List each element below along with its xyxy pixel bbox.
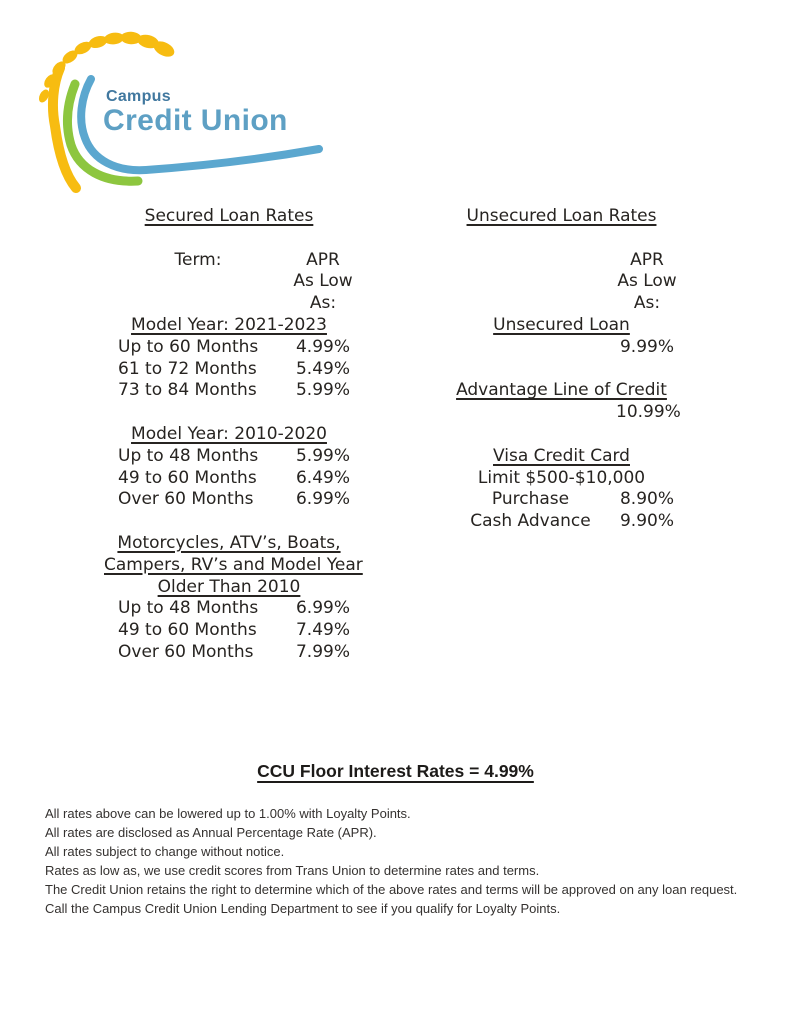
section-heading: Motorcycles, ATV’s, Boats,	[117, 532, 341, 553]
apr-value: 8.90%	[619, 489, 674, 510]
footnote-line: The Credit Union retains the right to de…	[45, 882, 738, 897]
unsecured-title: Unsecured Loan Rates	[466, 206, 657, 226]
rate-row: 73 to 84 Months 5.99%	[104, 380, 354, 402]
footnote-line: Rates as low as, we use credit scores fr…	[45, 863, 540, 878]
wheat-grains-icon	[38, 31, 175, 103]
brand-name-campus: Campus	[106, 88, 171, 105]
rate-row: Up to 60 Months 4.99%	[104, 337, 354, 359]
apr-value: 6.49%	[295, 467, 350, 488]
footnote-line: Call the Campus Credit Union Lending Dep…	[45, 901, 561, 916]
apr-column-header: As Low	[293, 271, 353, 292]
rate-row: 9.99%	[445, 337, 678, 359]
term-label: Purchase	[491, 489, 570, 510]
footnote-line: All rates are disclosed as Annual Percen…	[45, 825, 377, 840]
rate-row: Cash Advance 9.90%	[445, 511, 678, 533]
term-label: Over 60 Months	[118, 489, 254, 510]
brand-name-credit-union: Credit Union	[103, 104, 288, 137]
apr-value: 7.49%	[295, 620, 350, 641]
apr-value: 9.99%	[619, 336, 674, 357]
apr-value: 5.99%	[295, 380, 350, 401]
term-label: Up to 60 Months	[118, 336, 259, 357]
apr-value: 10.99%	[616, 402, 681, 423]
apr-column-header: As:	[309, 293, 337, 314]
term-label: Cash Advance	[470, 511, 591, 532]
apr-value: 5.99%	[295, 445, 350, 466]
apr-value: 5.49%	[295, 358, 350, 379]
apr-column-header: APR	[630, 249, 664, 270]
secured-title: Secured Loan Rates	[144, 206, 314, 226]
term-label: 73 to 84 Months	[118, 380, 257, 401]
footnote-line: All rates above can be lowered up to 1.0…	[45, 806, 411, 821]
green-swoosh-arc	[63, 79, 143, 186]
visa-limit: Limit $500-$10,000	[477, 467, 646, 488]
section-heading: Older Than 2010	[157, 576, 301, 597]
rate-row: 49 to 60 Months 7.49%	[104, 620, 354, 642]
unsecured-loan-rates-column: Unsecured Loan Rates APR As Low As: Unse…	[445, 206, 681, 533]
apr-value: 6.99%	[295, 598, 350, 619]
term-label: 61 to 72 Months	[118, 358, 257, 379]
footnote-line: All rates subject to change without noti…	[45, 844, 285, 859]
spacer-line	[104, 402, 354, 424]
spacer-line	[445, 228, 678, 250]
footnotes: All rates above can be lowered up to 1.0…	[45, 804, 742, 918]
rate-row: 49 to 60 Months 6.49%	[104, 468, 354, 490]
section-heading: Model Year: 2010-2020	[131, 423, 327, 444]
logo-graphic	[38, 31, 323, 193]
term-label: Up to 48 Months	[118, 598, 259, 619]
term-column-header: Term:	[174, 249, 222, 270]
section-heading: Unsecured Loan	[493, 314, 630, 335]
term-label: Up to 48 Months	[118, 445, 259, 466]
apr-value: 6.99%	[295, 489, 350, 510]
section-heading: Campers, RV’s and Model Year	[104, 554, 363, 575]
apr-column-header: APR	[306, 249, 340, 270]
rate-row: Over 60 Months 6.99%	[104, 489, 354, 511]
apr-column-header: As:	[633, 293, 661, 314]
apr-value: 4.99%	[295, 336, 350, 357]
apr-value: 9.90%	[619, 511, 674, 532]
spacer-line	[445, 424, 678, 446]
rate-row: Up to 48 Months 5.99%	[104, 446, 354, 468]
rate-row: 61 to 72 Months 5.49%	[104, 359, 354, 381]
floor-rate-heading: CCU Floor Interest Rates = 4.99%	[257, 761, 534, 781]
rate-row: Purchase 8.90%	[445, 489, 678, 511]
apr-value: 7.99%	[295, 641, 350, 662]
section-heading: Model Year: 2021-2023	[131, 314, 327, 335]
rate-row: Up to 48 Months 6.99%	[104, 598, 354, 620]
spacer-line	[445, 359, 678, 381]
campus-credit-union-logo: Campus Credit Union	[30, 30, 340, 200]
term-label: Over 60 Months	[118, 641, 254, 662]
wheat-stem-arc	[47, 63, 81, 193]
rate-row: Over 60 Months 7.99%	[104, 642, 354, 664]
section-heading: Visa Credit Card	[493, 445, 630, 466]
section-heading: Advantage Line of Credit	[456, 380, 667, 401]
spacer-line	[104, 511, 354, 533]
term-label: 49 to 60 Months	[118, 620, 257, 641]
apr-column-header: As Low	[617, 271, 677, 292]
spacer-line	[104, 228, 354, 250]
blue-swoosh-arc	[77, 75, 323, 175]
rate-row: 10.99%	[445, 402, 681, 424]
term-label: 49 to 60 Months	[118, 467, 257, 488]
secured-loan-rates-column: Secured Loan Rates Term: APR As Low As: …	[104, 206, 363, 664]
